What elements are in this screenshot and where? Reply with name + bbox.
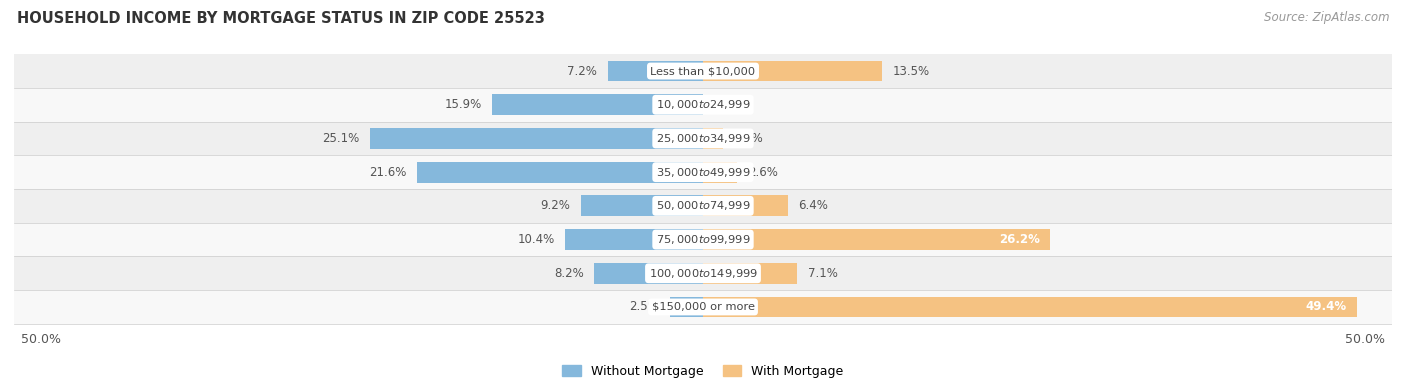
Text: 7.2%: 7.2% <box>567 65 598 77</box>
Text: 7.1%: 7.1% <box>807 267 838 280</box>
Bar <box>492 94 703 115</box>
Bar <box>14 290 1392 324</box>
Bar <box>703 195 787 216</box>
Bar <box>416 162 703 183</box>
Text: $150,000 or more: $150,000 or more <box>651 302 755 312</box>
Text: 2.5%: 2.5% <box>630 301 659 313</box>
Text: 13.5%: 13.5% <box>893 65 929 77</box>
Text: $25,000 to $34,999: $25,000 to $34,999 <box>655 132 751 145</box>
Text: 26.2%: 26.2% <box>998 233 1039 246</box>
Text: $35,000 to $49,999: $35,000 to $49,999 <box>655 166 751 179</box>
Bar <box>607 60 703 82</box>
Text: HOUSEHOLD INCOME BY MORTGAGE STATUS IN ZIP CODE 25523: HOUSEHOLD INCOME BY MORTGAGE STATUS IN Z… <box>17 11 544 26</box>
Text: 8.2%: 8.2% <box>554 267 583 280</box>
Bar <box>14 54 1392 88</box>
Text: Source: ZipAtlas.com: Source: ZipAtlas.com <box>1264 11 1389 24</box>
Bar <box>703 162 738 183</box>
Bar <box>703 229 1050 250</box>
Bar <box>14 122 1392 155</box>
Text: 15.9%: 15.9% <box>444 98 482 111</box>
Legend: Without Mortgage, With Mortgage: Without Mortgage, With Mortgage <box>557 359 849 378</box>
Bar <box>669 296 703 318</box>
Bar <box>703 60 882 82</box>
Text: $100,000 to $149,999: $100,000 to $149,999 <box>648 267 758 280</box>
Text: 6.4%: 6.4% <box>799 199 828 212</box>
Bar <box>370 128 703 149</box>
Text: 21.6%: 21.6% <box>368 166 406 179</box>
Text: Less than $10,000: Less than $10,000 <box>651 66 755 76</box>
Bar <box>581 195 703 216</box>
Text: 10.4%: 10.4% <box>517 233 554 246</box>
Text: $50,000 to $74,999: $50,000 to $74,999 <box>655 199 751 212</box>
Bar <box>14 223 1392 256</box>
Text: 0.0%: 0.0% <box>714 98 744 111</box>
Text: $10,000 to $24,999: $10,000 to $24,999 <box>655 98 751 111</box>
Text: $75,000 to $99,999: $75,000 to $99,999 <box>655 233 751 246</box>
Bar <box>14 256 1392 290</box>
Bar <box>703 263 797 284</box>
Text: 1.5%: 1.5% <box>734 132 763 145</box>
Text: 2.6%: 2.6% <box>748 166 778 179</box>
Bar <box>703 128 723 149</box>
Bar <box>565 229 703 250</box>
Text: 25.1%: 25.1% <box>322 132 360 145</box>
Bar <box>14 88 1392 122</box>
Bar <box>14 155 1392 189</box>
Bar <box>14 189 1392 223</box>
Text: 9.2%: 9.2% <box>541 199 571 212</box>
Bar <box>595 263 703 284</box>
Text: 49.4%: 49.4% <box>1306 301 1347 313</box>
Bar <box>703 296 1358 318</box>
